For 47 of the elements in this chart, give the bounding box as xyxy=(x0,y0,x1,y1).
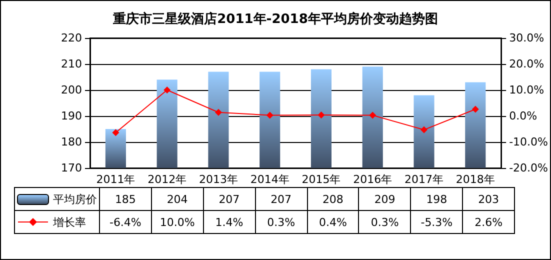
data-label: 10.0% xyxy=(151,210,204,234)
y-tick-label: 180 xyxy=(61,136,82,148)
data-label: 185 xyxy=(100,188,152,210)
y2-tick-label: 30.0% xyxy=(509,32,544,44)
point xyxy=(369,112,376,119)
data-label: -5.3% xyxy=(410,210,463,234)
x-tick-label: 2015年 xyxy=(302,173,341,186)
data-label: 0.3% xyxy=(358,210,411,234)
data-label: 2.6% xyxy=(462,210,514,234)
y-tick-label: 170 xyxy=(61,162,82,174)
data-label: 1.4% xyxy=(203,210,256,234)
y-tick-label: 190 xyxy=(61,110,82,122)
data-label: 198 xyxy=(410,188,463,210)
data-label: 203 xyxy=(462,188,514,210)
point xyxy=(112,129,120,136)
chart-title: 重庆市三星级酒店2011年-2018年平均房价变动趋势图 xyxy=(112,11,438,27)
x-tick-label: 2017年 xyxy=(404,173,444,186)
y-tick-label: 220 xyxy=(61,32,82,44)
y-tick-label: 210 xyxy=(61,58,82,70)
x-tick-label: 2013年 xyxy=(198,173,238,186)
data-label: 207 xyxy=(203,188,256,210)
data-label: 204 xyxy=(151,188,204,210)
data-label: 208 xyxy=(307,188,359,210)
y2-tick-label: -20.0% xyxy=(509,162,548,174)
point xyxy=(164,86,171,94)
x-tick-label: 2011年 xyxy=(96,173,136,186)
x-tick-label: 2018年 xyxy=(456,173,495,186)
y-tick-label: 200 xyxy=(61,84,82,96)
data-label: 209 xyxy=(358,188,411,210)
data-label: -6.4% xyxy=(100,210,152,234)
y2-tick-label: 10.0% xyxy=(509,84,544,96)
y2-tick-label: 20.0% xyxy=(509,58,544,70)
point xyxy=(318,111,325,118)
legend-label: 增长率 xyxy=(53,214,86,230)
data-label: 0.4% xyxy=(307,210,359,234)
data-label: 207 xyxy=(255,188,307,210)
y2-tick-label: -10.0% xyxy=(509,136,548,148)
point xyxy=(266,112,274,119)
y2-tick-label: 0.0% xyxy=(509,110,538,122)
x-tick-label: 2016年 xyxy=(353,173,392,186)
data-label: 0.3% xyxy=(255,210,307,234)
x-tick-label: 2012年 xyxy=(148,173,187,186)
x-tick-label: 2014年 xyxy=(250,173,290,186)
point xyxy=(214,108,222,116)
legend-label: 平均房价 xyxy=(53,192,97,206)
point xyxy=(472,106,479,113)
point xyxy=(420,126,428,134)
